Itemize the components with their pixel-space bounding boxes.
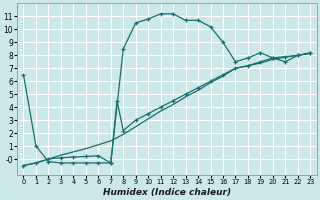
X-axis label: Humidex (Indice chaleur): Humidex (Indice chaleur) — [103, 188, 231, 197]
